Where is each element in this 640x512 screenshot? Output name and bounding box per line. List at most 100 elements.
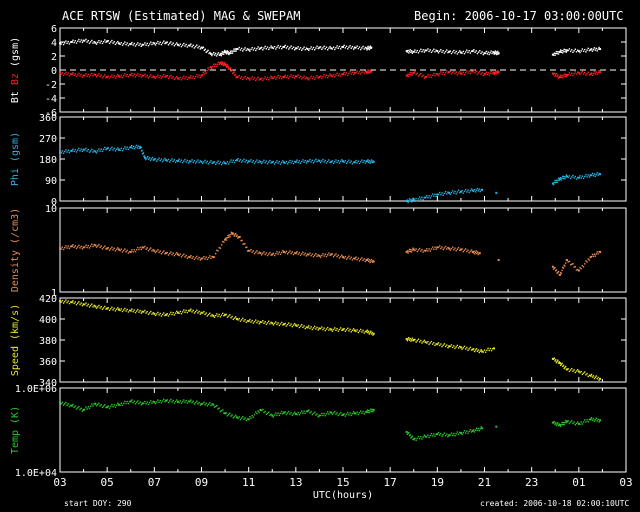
data-point (486, 73, 489, 76)
data-point (593, 173, 596, 175)
data-point (75, 408, 78, 410)
data-point (298, 48, 301, 51)
data-point (204, 70, 206, 73)
data-point (555, 74, 557, 76)
data-point (247, 418, 250, 421)
data-point (563, 175, 565, 178)
data-point (292, 74, 295, 77)
data-point (141, 310, 144, 313)
data-point (184, 78, 186, 80)
data-point (441, 192, 443, 194)
data-point (228, 67, 231, 70)
data-point (405, 74, 408, 77)
data-point (273, 254, 276, 257)
data-point (351, 259, 354, 261)
data-point (203, 255, 205, 258)
data-point (349, 412, 351, 414)
data-point (591, 74, 594, 77)
data-point (119, 76, 121, 78)
data-point (104, 404, 106, 406)
data-point (180, 256, 183, 258)
data-point (417, 52, 420, 54)
data-point (194, 401, 197, 404)
data-point (309, 252, 311, 254)
data-point (97, 403, 99, 406)
data-point (409, 337, 411, 340)
data-point (355, 46, 357, 49)
data-point (157, 311, 159, 314)
data-point (479, 70, 481, 73)
data-point (114, 250, 117, 252)
data-point (590, 417, 593, 419)
data-point (326, 326, 329, 329)
data-point (328, 75, 330, 77)
data-point (199, 313, 202, 315)
data-point (467, 51, 469, 54)
data-point (364, 46, 367, 49)
data-point (200, 311, 203, 314)
data-point (140, 146, 142, 149)
data-point (443, 73, 446, 76)
data-point (183, 160, 185, 162)
data-point (303, 254, 305, 256)
data-point (226, 316, 229, 318)
data-point (191, 159, 193, 161)
data-point (80, 73, 82, 76)
data-point (463, 190, 466, 193)
data-point (558, 424, 561, 427)
data-point (352, 411, 355, 413)
data-point (82, 148, 85, 151)
data-point (88, 407, 91, 410)
data-point (593, 377, 596, 380)
data-point (78, 147, 80, 150)
data-point (337, 160, 339, 162)
data-point (155, 250, 158, 252)
data-point (575, 51, 578, 53)
data-point (87, 245, 89, 247)
data-point (203, 49, 206, 51)
data-point (180, 402, 183, 404)
data-point (312, 46, 315, 49)
data-point (564, 421, 566, 424)
data-point (76, 302, 79, 304)
data-point (371, 331, 373, 334)
data-point (552, 268, 555, 270)
data-point (372, 160, 375, 163)
data-point (365, 259, 368, 262)
data-point (238, 416, 240, 418)
y-tick-label: 400 (39, 315, 57, 326)
data-point (166, 41, 169, 43)
data-point (359, 410, 362, 412)
data-point (582, 50, 585, 53)
data-point (475, 70, 477, 73)
data-point (469, 190, 472, 192)
data-point (301, 49, 303, 51)
data-point (339, 412, 342, 414)
data-point (451, 246, 454, 248)
data-point (446, 344, 448, 346)
data-point (119, 404, 121, 406)
data-point (323, 255, 325, 257)
data-point (204, 258, 206, 260)
data-point (148, 75, 151, 78)
data-point (277, 44, 279, 47)
data-point (325, 46, 328, 48)
data-point (469, 429, 472, 431)
data-point (105, 148, 107, 151)
data-point (431, 193, 434, 195)
data-point (172, 42, 174, 44)
data-point (91, 303, 93, 305)
data-point (334, 254, 336, 256)
data-point (65, 245, 67, 247)
data-point (165, 313, 168, 316)
data-point (422, 251, 424, 253)
data-point (213, 316, 216, 319)
data-point (240, 319, 243, 321)
data-point (112, 309, 114, 311)
data-point (258, 322, 260, 325)
data-point (74, 245, 77, 247)
data-point (197, 403, 199, 405)
data-point (129, 309, 132, 312)
data-point (146, 42, 148, 45)
data-point (185, 400, 187, 402)
